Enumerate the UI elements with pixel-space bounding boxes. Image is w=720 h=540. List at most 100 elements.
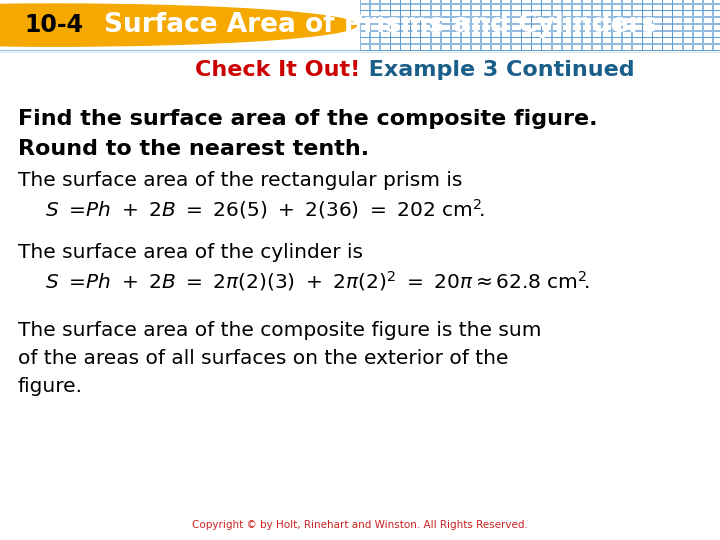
Bar xyxy=(461,44,470,50)
Text: 10-4: 10-4 xyxy=(24,13,84,37)
Bar xyxy=(703,31,712,37)
Bar xyxy=(683,44,692,50)
Bar xyxy=(481,37,490,43)
Bar xyxy=(471,17,480,23)
Bar xyxy=(400,4,410,10)
Bar xyxy=(612,10,621,16)
Bar xyxy=(602,44,611,50)
Text: The surface area of the composite figure is the sum: The surface area of the composite figure… xyxy=(18,321,541,340)
Text: $S\ =\!\mathit{Ph}\ +\ 2\mathit{B}\ =\ \mathrm{26(5)\ +\ 2(36)\ =\ 202\ cm}^2\!.: $S\ =\!\mathit{Ph}\ +\ 2\mathit{B}\ =\ \… xyxy=(45,197,485,221)
Bar xyxy=(531,24,541,30)
Bar xyxy=(672,4,682,10)
Text: The surface area of the rectangular prism is: The surface area of the rectangular pris… xyxy=(18,171,462,190)
Bar xyxy=(511,0,521,3)
Bar xyxy=(390,10,400,16)
Bar xyxy=(521,37,531,43)
Bar xyxy=(541,37,551,43)
Bar xyxy=(511,17,521,23)
Bar xyxy=(652,17,662,23)
Bar xyxy=(612,31,621,37)
Bar xyxy=(612,44,621,50)
Bar xyxy=(521,0,531,3)
Bar xyxy=(562,4,571,10)
Bar xyxy=(471,37,480,43)
Bar xyxy=(592,31,601,37)
Bar xyxy=(693,0,702,3)
Bar xyxy=(703,37,712,43)
Bar xyxy=(652,31,662,37)
Bar xyxy=(431,44,440,50)
Bar xyxy=(672,17,682,23)
Bar xyxy=(713,31,720,37)
Bar xyxy=(552,37,561,43)
Bar xyxy=(531,10,541,16)
Bar xyxy=(652,44,662,50)
Bar xyxy=(410,17,420,23)
Bar xyxy=(642,4,652,10)
Bar xyxy=(461,24,470,30)
Bar xyxy=(592,0,601,3)
Bar xyxy=(501,31,510,37)
Bar xyxy=(370,24,379,30)
Bar xyxy=(622,4,631,10)
Bar xyxy=(360,17,369,23)
Bar xyxy=(713,24,720,30)
Bar xyxy=(451,24,460,30)
Bar xyxy=(602,10,611,16)
Bar xyxy=(400,31,410,37)
Bar xyxy=(461,10,470,16)
Bar xyxy=(471,10,480,16)
Bar xyxy=(501,0,510,3)
Bar xyxy=(521,4,531,10)
Bar xyxy=(541,44,551,50)
Bar xyxy=(511,10,521,16)
Bar xyxy=(461,31,470,37)
Text: The surface area of the cylinder is: The surface area of the cylinder is xyxy=(18,243,363,262)
Bar xyxy=(592,4,601,10)
Bar xyxy=(481,17,490,23)
Bar xyxy=(703,24,712,30)
Bar xyxy=(632,31,642,37)
Bar xyxy=(491,31,500,37)
Bar xyxy=(491,37,500,43)
Bar xyxy=(592,10,601,16)
Bar xyxy=(642,44,652,50)
Bar xyxy=(672,31,682,37)
Bar xyxy=(632,44,642,50)
Bar xyxy=(531,44,541,50)
Bar xyxy=(662,4,672,10)
Bar xyxy=(552,44,561,50)
Bar xyxy=(642,10,652,16)
Bar xyxy=(652,10,662,16)
Bar xyxy=(552,24,561,30)
Bar xyxy=(521,31,531,37)
Bar xyxy=(662,10,672,16)
Bar xyxy=(380,10,390,16)
Bar xyxy=(531,37,541,43)
Bar xyxy=(481,10,490,16)
Bar xyxy=(471,24,480,30)
Bar xyxy=(552,0,561,3)
Bar xyxy=(602,17,611,23)
Bar xyxy=(562,37,571,43)
Bar xyxy=(672,10,682,16)
Bar xyxy=(642,31,652,37)
Bar xyxy=(380,4,390,10)
Bar xyxy=(531,0,541,3)
Bar xyxy=(451,0,460,3)
Bar xyxy=(612,24,621,30)
Bar xyxy=(672,0,682,3)
Bar xyxy=(612,37,621,43)
Bar xyxy=(602,4,611,10)
Bar xyxy=(693,44,702,50)
Bar xyxy=(693,37,702,43)
Bar xyxy=(400,24,410,30)
Bar xyxy=(360,24,369,30)
Bar xyxy=(390,24,400,30)
Bar xyxy=(400,10,410,16)
Bar xyxy=(441,24,450,30)
Bar xyxy=(370,17,379,23)
Text: Surface Area of Prisms and Cylinders: Surface Area of Prisms and Cylinders xyxy=(104,12,657,38)
Bar xyxy=(713,4,720,10)
Bar xyxy=(511,4,521,10)
